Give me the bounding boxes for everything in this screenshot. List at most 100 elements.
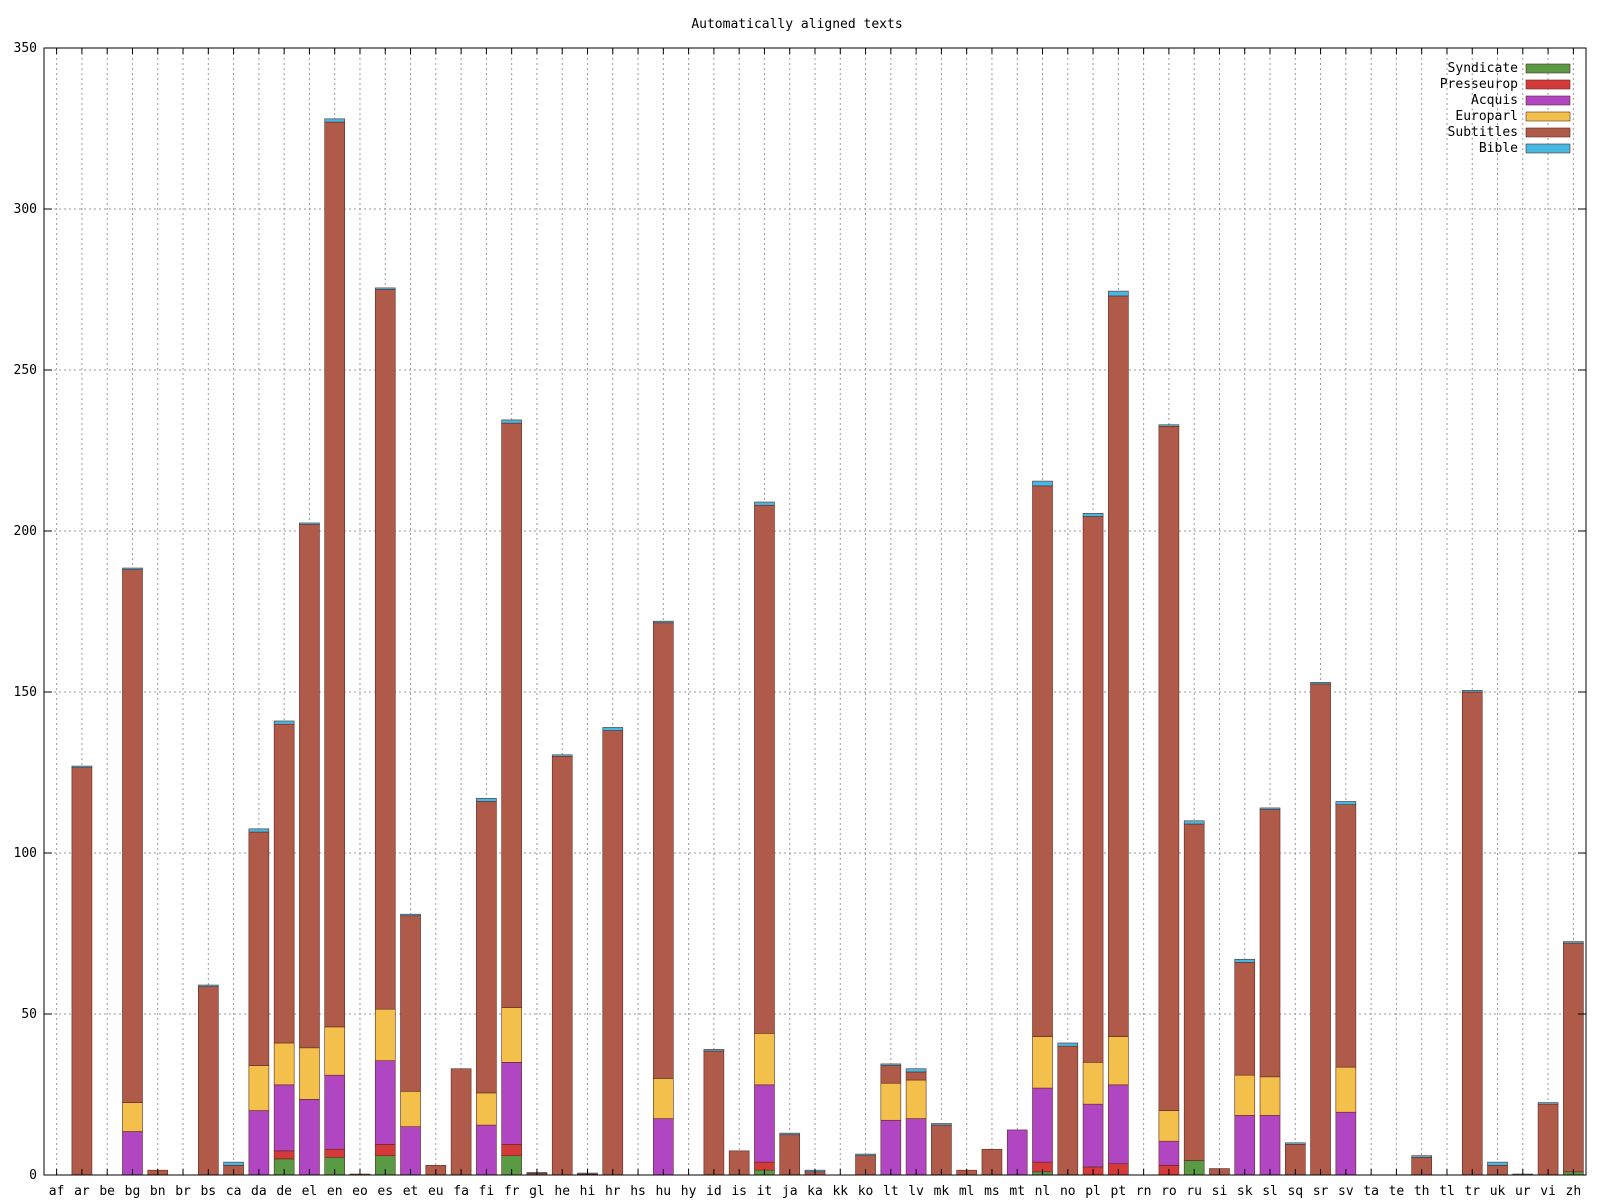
x-tick-label: ml — [959, 1184, 975, 1199]
legend-label-bible: Bible — [1479, 141, 1518, 156]
bar-segment-subtitles-ar — [71, 767, 93, 1176]
x-tick-label: ko — [858, 1184, 874, 1199]
x-tick-label: id — [706, 1184, 722, 1199]
y-tick-label: 300 — [14, 202, 37, 217]
x-tick-label: el — [302, 1184, 318, 1199]
bar-segment-acquis-es — [374, 1060, 396, 1145]
bar-segment-bible-sv — [1335, 801, 1357, 805]
bar-segment-bible-lt — [880, 1063, 902, 1066]
x-tick-label: sv — [1338, 1184, 1354, 1199]
y-tick-label: 250 — [14, 363, 37, 378]
bar-segment-bible-vi — [1537, 1102, 1559, 1105]
x-tick-label: sl — [1262, 1184, 1278, 1199]
x-tick-label: nl — [1035, 1184, 1051, 1199]
bar-segment-acquis-lt — [880, 1119, 902, 1176]
bar-segment-subtitles-pl — [1082, 516, 1104, 1063]
x-tick-label: af — [49, 1184, 65, 1199]
legend-swatch-europarl — [1525, 111, 1571, 122]
x-tick-label: lt — [883, 1184, 899, 1199]
x-tick-label: sq — [1287, 1184, 1303, 1199]
bar-segment-bible-id — [703, 1049, 725, 1052]
x-tick-label: mt — [1009, 1184, 1025, 1199]
bar-segment-subtitles-es — [374, 289, 396, 1010]
bar-segment-europarl-et — [400, 1090, 421, 1128]
bar-segment-subtitles-et — [400, 915, 421, 1092]
bar-segment-subtitles-bg — [122, 569, 143, 1103]
legend-swatch-bible — [1525, 143, 1571, 154]
legend-swatch-subtitles — [1525, 127, 1571, 138]
bar-segment-acquis-el — [299, 1099, 320, 1176]
bar-segment-subtitles-fr — [501, 422, 522, 1008]
bar-segment-acquis-ro — [1158, 1140, 1180, 1166]
bar-segment-bible-fr — [501, 419, 522, 424]
bar-segment-subtitles-ja — [779, 1134, 801, 1176]
x-tick-label: pl — [1085, 1184, 1101, 1199]
bar-segment-bible-nl — [1032, 480, 1053, 487]
bars — [71, 118, 1584, 1176]
bar-segment-subtitles-vi — [1537, 1103, 1559, 1176]
bar-segment-acquis-lv — [905, 1118, 927, 1176]
bar-segment-europarl-el — [299, 1047, 320, 1100]
bar-segment-europarl-pl — [1082, 1062, 1104, 1105]
bar-segment-europarl-fr — [501, 1007, 522, 1063]
bar-segment-acquis-et — [400, 1126, 421, 1176]
bar-segment-europarl-ro — [1158, 1110, 1180, 1142]
x-tick-label: kk — [832, 1184, 848, 1199]
x-tick-label: vi — [1540, 1184, 1556, 1199]
bar-segment-bible-fi — [476, 797, 497, 802]
bar-segment-bible-th — [1411, 1155, 1432, 1158]
bar-segment-bible-it — [754, 501, 775, 506]
bar-segment-bible-lv — [905, 1068, 927, 1073]
bar-segment-subtitles-sv — [1335, 804, 1357, 1068]
bar-segment-europarl-hu — [653, 1078, 674, 1119]
y-tick-label: 100 — [14, 846, 37, 861]
x-tick-label: mk — [934, 1184, 950, 1199]
bar-segment-bible-en — [324, 118, 346, 123]
bar-segment-bible-tr — [1461, 690, 1483, 693]
bar-segment-subtitles-da — [248, 831, 270, 1066]
bar-segment-subtitles-zh — [1563, 942, 1584, 1173]
bar-segment-europarl-de — [273, 1042, 295, 1086]
bar-segment-subtitles-it — [754, 504, 775, 1034]
x-tick-label: tl — [1439, 1184, 1455, 1199]
x-tick-label: sr — [1313, 1184, 1329, 1199]
x-tick-label: si — [1212, 1184, 1228, 1199]
bar-segment-bible-hu — [653, 620, 674, 624]
x-tick-label: eu — [428, 1184, 444, 1199]
bar-segment-acquis-nl — [1032, 1087, 1053, 1163]
bar-segment-bible-no — [1057, 1042, 1079, 1047]
bar-segment-presseurop-de — [273, 1150, 295, 1160]
x-tick-label: te — [1389, 1184, 1405, 1199]
x-tick-label: zh — [1566, 1184, 1582, 1199]
bar-segment-bible-ru — [1183, 820, 1205, 825]
x-tick-label: tr — [1464, 1184, 1480, 1199]
bar-segment-europarl-lt — [880, 1082, 902, 1121]
bar-segment-subtitles-sk — [1234, 962, 1256, 1076]
x-tick-label: uk — [1490, 1184, 1506, 1199]
bar-segment-subtitles-hu — [653, 622, 674, 1079]
bar-segment-bible-mk — [931, 1123, 952, 1126]
bar-segment-bible-et — [400, 913, 421, 917]
bar-segment-acquis-mt — [1006, 1129, 1028, 1176]
bar-segment-subtitles-id — [703, 1050, 725, 1176]
bar-segment-bible-ca — [223, 1161, 244, 1166]
bar-segment-bible-da — [248, 828, 270, 833]
x-tick-label: fa — [453, 1184, 469, 1199]
bar-segment-acquis-pl — [1082, 1103, 1104, 1168]
legend-swatch-presseurop — [1525, 79, 1571, 90]
bar-segment-presseurop-it — [754, 1161, 775, 1171]
y-tick-label: 0 — [29, 1168, 37, 1183]
bar-segment-europarl-pt — [1108, 1036, 1129, 1086]
legend-swatch-syndicate — [1525, 63, 1571, 74]
y-tick-label: 200 — [14, 524, 37, 539]
axis-ticks: 0 50 100 150 200 250 300 350 af ar be bg bn br bs ca da d… — [14, 41, 1586, 1199]
x-tick-label: th — [1414, 1184, 1430, 1199]
bar-segment-subtitles-hr — [602, 730, 624, 1176]
bar-segment-bible-he — [551, 754, 573, 757]
bar-segment-presseurop-es — [374, 1144, 396, 1156]
bar-segment-subtitles-de — [273, 723, 295, 1044]
x-tick-label: ta — [1363, 1184, 1379, 1199]
bar-segment-acquis-hu — [653, 1118, 674, 1176]
bar-segment-subtitles-pt — [1108, 295, 1129, 1037]
bar-segment-subtitles-sr — [1310, 683, 1331, 1176]
